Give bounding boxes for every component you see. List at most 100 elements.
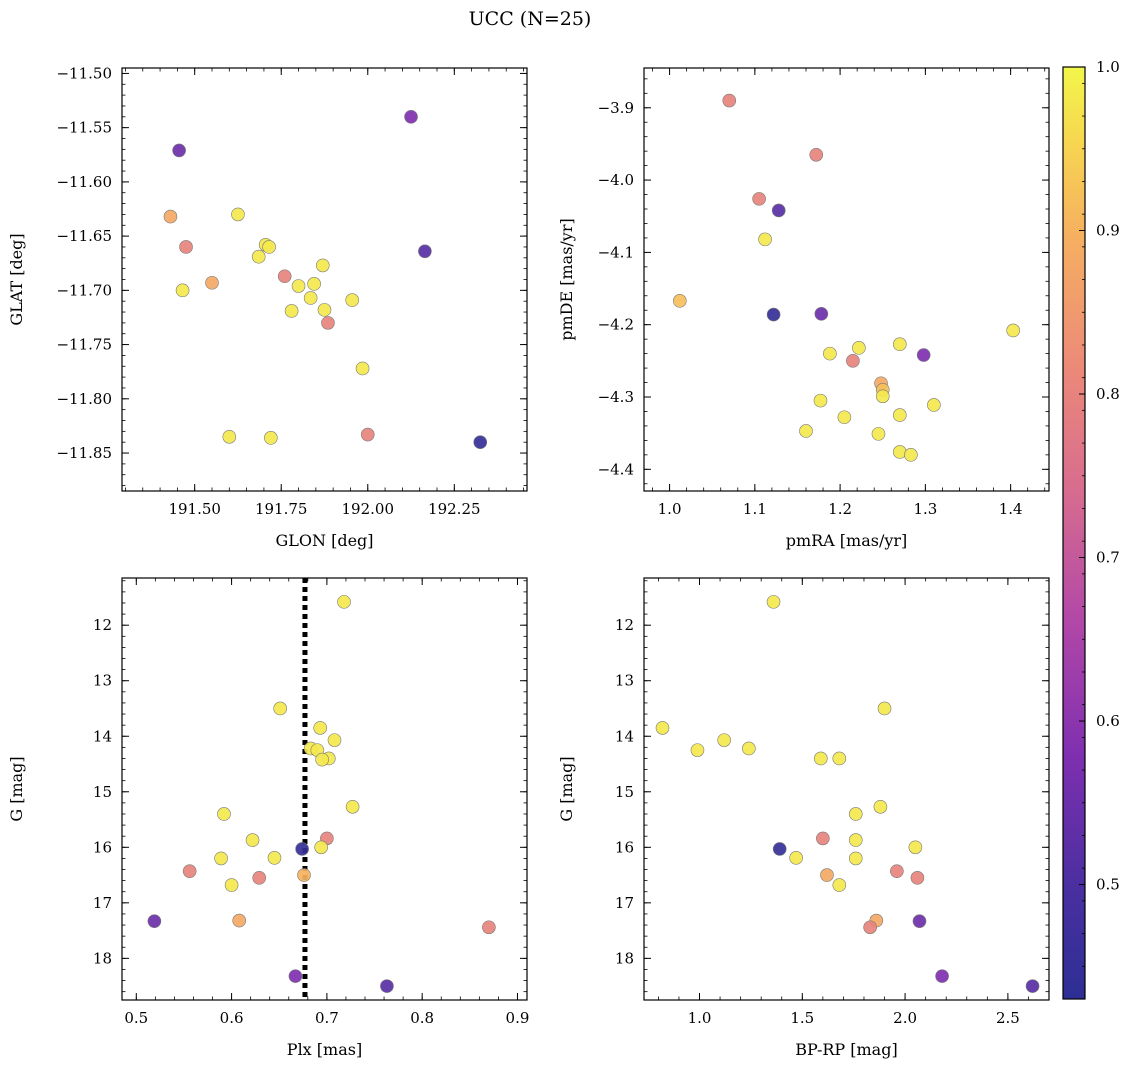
y-tick-label: −11.80 (56, 390, 112, 408)
data-point (277, 269, 292, 284)
x-tick-label: 1.3 (913, 500, 937, 518)
x-axis-label: GLON [deg] (275, 531, 373, 550)
x-tick-label: 0.8 (410, 1009, 434, 1027)
data-point (927, 398, 941, 412)
data-point (789, 851, 803, 865)
x-tick-label: 1.5 (790, 1009, 814, 1027)
y-axis-label: pmDE [mas/yr] (557, 218, 576, 341)
data-point (232, 913, 247, 928)
data-point (482, 920, 496, 935)
data-point (345, 799, 360, 814)
data-point (848, 851, 863, 866)
data-point (935, 969, 949, 983)
y-tick-label: −11.60 (56, 173, 112, 191)
x-tick-label: 192.25 (428, 500, 481, 518)
data-point (848, 807, 863, 821)
x-tick-label: 1.0 (658, 500, 682, 518)
data-point (814, 307, 829, 321)
data-point (267, 851, 282, 865)
data-point (224, 878, 239, 892)
data-point (848, 833, 863, 847)
data-point (912, 914, 927, 928)
data-point (327, 733, 342, 747)
x-tick-label: 191.50 (168, 500, 221, 518)
data-point (315, 752, 329, 767)
data-point (314, 840, 328, 855)
data-point (863, 920, 877, 935)
data-point (291, 279, 306, 293)
colorbar-tick-label: 0.7 (1096, 549, 1120, 567)
x-tick-label: 0.6 (220, 1009, 244, 1027)
y-tick-label: −3.9 (598, 99, 634, 117)
scatter-panels: 191.50 191.75 192.00 192.25 −11.50 −11.55 −11.… (7, 64, 1050, 1059)
data-point (904, 448, 918, 462)
data-point (262, 240, 276, 254)
data-point (175, 283, 190, 298)
figure-title: UCC (N=25) (468, 8, 592, 30)
data-point (1025, 979, 1040, 993)
data-point (809, 147, 824, 162)
data-point (742, 741, 756, 756)
y-tick-label: 12 (615, 616, 634, 634)
data-points (655, 595, 1040, 993)
data-point (303, 291, 318, 305)
data-point (360, 427, 375, 442)
x-tick-label: 0.9 (506, 1009, 530, 1027)
x-tick-label: 192.00 (342, 500, 395, 518)
y-tick-label: −11.55 (56, 119, 112, 137)
data-point (252, 871, 267, 885)
data-points (163, 110, 488, 449)
y-tick-label: 17 (93, 894, 112, 912)
axes-frame (643, 577, 1050, 1001)
data-point (690, 743, 705, 757)
y-tick-label: −11.75 (56, 336, 112, 354)
axes-frame (643, 67, 1050, 492)
data-point (892, 408, 907, 422)
y-axis-label: G [mag] (7, 756, 26, 821)
data-point (846, 354, 860, 368)
y-tick-label: −4.3 (598, 388, 634, 406)
x-tick-label: 0.7 (315, 1009, 339, 1027)
data-point (1006, 323, 1020, 338)
data-point (313, 721, 328, 735)
data-point (772, 842, 787, 856)
data-point (295, 842, 309, 856)
data-point (758, 232, 772, 247)
data-point (222, 429, 237, 444)
scatter-panel-2: 1.0 1.1 1.2 1.3 1.4 −3.9 −4.0 −4.1 −4.2 −4.3 −4.4 p… (557, 67, 1050, 550)
data-point (823, 346, 837, 361)
y-tick-label: 13 (93, 672, 112, 690)
colorbar-tick-label: 0.9 (1096, 222, 1120, 240)
data-point (355, 361, 370, 376)
data-point (182, 864, 197, 878)
data-point (877, 701, 892, 716)
data-point (813, 393, 828, 408)
data-point (916, 348, 931, 362)
data-point (317, 303, 332, 317)
data-point (655, 721, 670, 735)
x-axis-label: pmRA [mas/yr] (786, 531, 908, 550)
y-tick-label: −4.4 (598, 460, 634, 478)
data-point (147, 914, 162, 928)
y-tick-label: −11.50 (56, 64, 112, 82)
y-tick-label: 18 (615, 949, 634, 967)
data-point (418, 244, 432, 259)
data-point (288, 969, 303, 983)
data-point (273, 701, 287, 716)
data-point (380, 979, 394, 993)
data-point (820, 868, 834, 882)
data-point (771, 203, 786, 218)
data-point (404, 110, 418, 124)
y-tick-label: −4.0 (598, 171, 634, 189)
data-point (766, 307, 781, 322)
colorbar-frame (1062, 66, 1086, 1000)
y-tick-label: −11.70 (56, 281, 112, 299)
x-tick-label: 0.5 (124, 1009, 148, 1027)
y-tick-label: 15 (615, 783, 634, 801)
data-point (832, 878, 847, 892)
y-tick-label: 16 (93, 838, 112, 856)
data-point (908, 840, 923, 855)
y-tick-label: 13 (615, 672, 634, 690)
data-point (717, 733, 731, 747)
y-tick-label: 12 (93, 616, 112, 634)
